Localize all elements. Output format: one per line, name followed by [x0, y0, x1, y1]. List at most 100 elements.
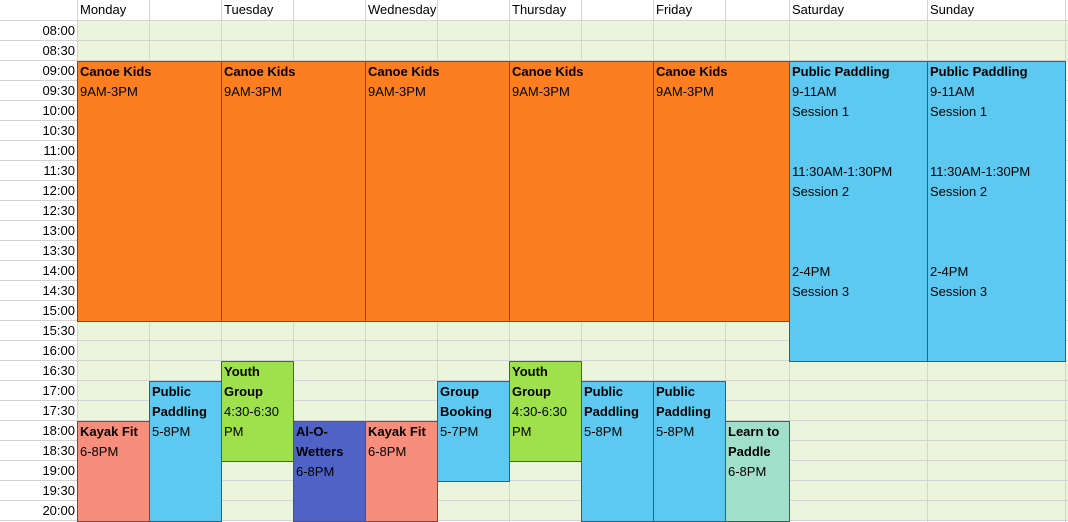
event-time: 9AM-3PM [224, 84, 282, 99]
time-label[interactable]: 10:30 [42, 123, 75, 138]
day-header-monday[interactable]: Monday [80, 2, 127, 17]
time-label[interactable]: 08:30 [42, 43, 75, 58]
event-title-line2: Paddling [584, 404, 639, 419]
time-label[interactable]: 13:30 [42, 243, 75, 258]
event-public-paddling-sunday[interactable]: Public Paddling 9-11AM Session 1 11:30AM… [927, 61, 1066, 362]
event-canoe-kids-tuesday[interactable]: Canoe Kids 9AM-3PM [221, 61, 366, 322]
grid-line [0, 20, 1068, 21]
event-title-line2: Paddling [656, 404, 711, 419]
event-public-paddling-saturday[interactable]: Public Paddling 9-11AM Session 1 11:30AM… [789, 61, 928, 362]
session3-time: 2-4PM [930, 264, 969, 279]
event-canoe-kids-monday[interactable]: Canoe Kids 9AM-3PM [77, 61, 222, 322]
event-title: Public Paddling [792, 64, 890, 79]
event-time: 9AM-3PM [368, 84, 426, 99]
event-time: 5-8PM [584, 424, 623, 439]
time-label[interactable]: 08:00 [42, 23, 75, 38]
session2-time: 11:30AM-1:30PM [930, 164, 1031, 179]
event-title-line1: Public [152, 384, 192, 399]
event-title-line2: Paddling [152, 404, 207, 419]
session2-time: 11:30AM-1:30PM [792, 164, 893, 179]
day-header-wednesday[interactable]: Wednesday [368, 2, 437, 17]
event-learn-to-paddle-friday[interactable]: Learn to Paddle 6-8PM [725, 421, 790, 522]
event-title-line1: Public [656, 384, 696, 399]
event-time: 6-8PM [296, 464, 335, 479]
empty-area-row-block [77, 21, 1068, 61]
session1-label: Session 1 [930, 104, 988, 119]
time-label[interactable]: 16:00 [42, 343, 75, 358]
time-label[interactable]: 19:00 [42, 463, 75, 478]
time-label[interactable]: 11:30 [43, 163, 75, 178]
event-time: 9AM-3PM [512, 84, 570, 99]
grid-line [0, 340, 1068, 341]
event-time: 6-8PM [728, 464, 767, 479]
time-label[interactable]: 12:00 [42, 183, 75, 198]
event-time: 5-7PM [440, 424, 479, 439]
time-label[interactable]: 09:00 [42, 63, 75, 78]
event-youth-group-tuesday[interactable]: Youth Group 4:30-6:30 PM [221, 361, 294, 462]
time-label[interactable]: 19:30 [42, 483, 75, 498]
time-label[interactable]: 11:00 [43, 143, 75, 158]
time-label[interactable]: 10:00 [42, 103, 75, 118]
event-time: 6-8PM [368, 444, 407, 459]
event-title: Canoe Kids [224, 64, 296, 79]
event-kayak-fit-monday[interactable]: Kayak Fit 6-8PM [77, 421, 150, 522]
event-canoe-kids-thursday[interactable]: Canoe Kids 9AM-3PM [509, 61, 654, 322]
event-title: Kayak Fit [368, 424, 426, 439]
time-label[interactable]: 13:00 [42, 223, 75, 238]
event-time: 9AM-3PM [80, 84, 138, 99]
event-title-line1: Al-O- [296, 424, 328, 439]
event-time: 5-8PM [152, 424, 191, 439]
day-header-saturday[interactable]: Saturday [792, 2, 845, 17]
event-kayak-fit-wednesday[interactable]: Kayak Fit 6-8PM [365, 421, 438, 522]
time-label[interactable]: 16:30 [42, 363, 75, 378]
session1-label: Session 1 [792, 104, 850, 119]
event-canoe-kids-friday[interactable]: Canoe Kids 9AM-3PM [653, 61, 790, 322]
event-public-paddling-friday[interactable]: Public Paddling 5-8PM [653, 381, 726, 522]
session3-label: Session 3 [930, 284, 988, 299]
event-title: Canoe Kids [656, 64, 728, 79]
time-label[interactable]: 18:30 [42, 443, 75, 458]
event-title-line1: Youth [224, 364, 260, 379]
grid-line [0, 480, 1068, 481]
grid-line [0, 500, 1068, 501]
event-al-o-wetters-tuesday[interactable]: Al-O- Wetters 6-8PM [293, 421, 366, 522]
event-title-line2: Group [512, 384, 551, 399]
event-time-line2: PM [224, 424, 244, 439]
event-public-paddling-monday[interactable]: Public Paddling 5-8PM [149, 381, 222, 522]
time-label[interactable]: 14:30 [42, 283, 75, 298]
time-label[interactable]: 14:00 [42, 263, 75, 278]
session2-label: Session 2 [930, 184, 988, 199]
time-label[interactable]: 12:30 [42, 203, 75, 218]
time-label[interactable]: 20:00 [42, 503, 75, 518]
event-title-line2: Wetters [296, 444, 344, 459]
event-title-line1: Learn to [728, 424, 780, 439]
day-header-friday[interactable]: Friday [656, 2, 693, 17]
time-label[interactable]: 15:00 [42, 303, 75, 318]
event-time: 9AM-3PM [656, 84, 714, 99]
empty-area-weekend-evening [790, 361, 1068, 521]
event-title: Canoe Kids [512, 64, 584, 79]
event-time: 6-8PM [80, 444, 119, 459]
day-header-tuesday[interactable]: Tuesday [224, 2, 274, 17]
event-title: Kayak Fit [80, 424, 138, 439]
event-youth-group-thursday[interactable]: Youth Group 4:30-6:30 PM [509, 361, 582, 462]
event-canoe-kids-wednesday[interactable]: Canoe Kids 9AM-3PM [365, 61, 510, 322]
event-time-line2: PM [512, 424, 532, 439]
event-title: Canoe Kids [80, 64, 152, 79]
time-label[interactable]: 15:30 [42, 323, 75, 338]
time-label[interactable]: 18:00 [42, 423, 75, 438]
day-header-sunday[interactable]: Sunday [930, 2, 975, 17]
event-time-line1: 4:30-6:30 [224, 404, 279, 419]
session3-label: Session 3 [792, 284, 850, 299]
time-label[interactable]: 17:30 [42, 403, 75, 418]
grid-line [0, 520, 1068, 521]
session1-time: 9-11AM [930, 84, 975, 99]
event-title: Public Paddling [930, 64, 1028, 79]
event-title-line1: Youth [512, 364, 548, 379]
event-group-booking-wednesday[interactable]: Group Booking 5-7PM [437, 381, 510, 482]
time-label[interactable]: 09:30 [42, 83, 75, 98]
time-label[interactable]: 17:00 [42, 383, 75, 398]
event-public-paddling-thursday[interactable]: Public Paddling 5-8PM [581, 381, 654, 522]
day-header-thursday[interactable]: Thursday [512, 2, 567, 17]
